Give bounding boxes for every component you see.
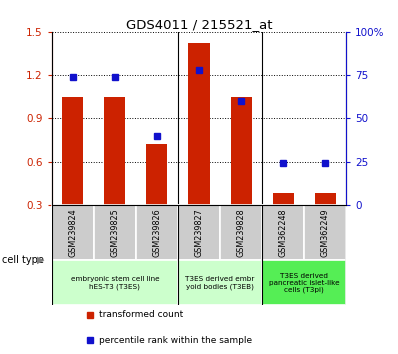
Bar [104, 97, 125, 205]
Bar [262, 260, 346, 305]
Bar [52, 260, 178, 305]
Text: transformed count: transformed count [99, 310, 183, 319]
Bar [304, 205, 346, 260]
Text: GSM362249: GSM362249 [321, 208, 330, 257]
Bar [178, 205, 220, 260]
Text: embryonic stem cell line
hES-T3 (T3ES): embryonic stem cell line hES-T3 (T3ES) [70, 276, 159, 290]
Bar [220, 205, 262, 260]
Bar [315, 193, 336, 205]
Bar [62, 97, 83, 205]
Title: GDS4011 / 215521_at: GDS4011 / 215521_at [126, 18, 272, 31]
Bar [273, 193, 294, 205]
Text: T3ES derived
pancreatic islet-like
cells (T3pi): T3ES derived pancreatic islet-like cells… [269, 273, 339, 293]
Text: cell type: cell type [2, 255, 44, 265]
Text: GSM239825: GSM239825 [110, 208, 119, 257]
Bar [178, 260, 262, 305]
Bar [52, 205, 94, 260]
Text: GSM362248: GSM362248 [279, 208, 288, 257]
Text: GSM239828: GSM239828 [236, 208, 246, 257]
Text: ▶: ▶ [37, 255, 44, 265]
Text: GSM239827: GSM239827 [195, 208, 203, 257]
Bar [146, 144, 168, 205]
Text: GSM239826: GSM239826 [152, 208, 162, 257]
Text: GSM239824: GSM239824 [68, 208, 77, 257]
Bar [136, 205, 178, 260]
Bar [230, 97, 252, 205]
Bar [94, 205, 136, 260]
Text: percentile rank within the sample: percentile rank within the sample [99, 336, 252, 345]
Text: T3ES derived embr
yoid bodies (T3EB): T3ES derived embr yoid bodies (T3EB) [185, 276, 255, 290]
Bar [189, 44, 209, 205]
Bar [262, 205, 304, 260]
